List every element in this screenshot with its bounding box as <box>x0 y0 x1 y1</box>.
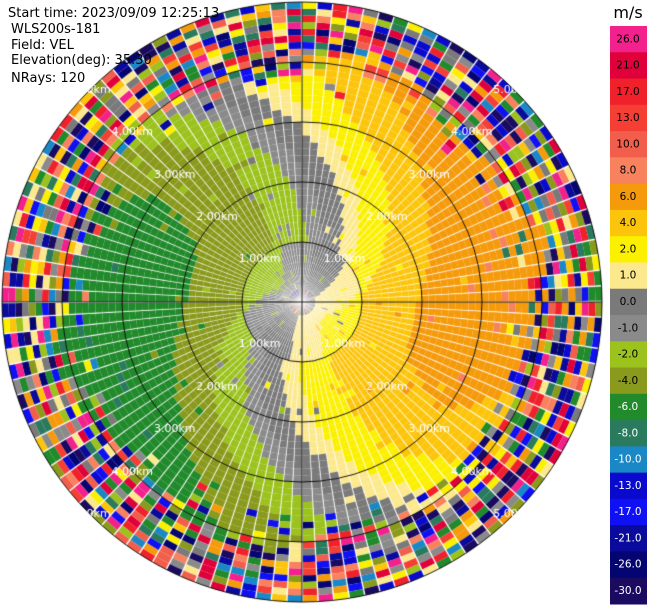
colorbar-tick-label: -1.0 <box>618 322 639 334</box>
colorbar-tick-label: 6.0 <box>620 191 637 203</box>
colorbar-swatch <box>610 78 647 106</box>
colorbar-swatch <box>610 472 647 500</box>
colorbar-swatch <box>610 104 647 132</box>
colorbar-tick-label: -17.0 <box>614 506 641 518</box>
colorbar-tick-label: -13.0 <box>614 480 641 492</box>
colorbar-tick-label: 17.0 <box>616 86 639 98</box>
colorbar-tick-label: 13.0 <box>616 112 639 124</box>
colorbar-tick-label: 0.0 <box>620 296 637 308</box>
colorbar-swatch <box>610 341 647 369</box>
colorbar-swatch <box>610 131 647 158</box>
elevation-label: Elevation(deg): 35.30 <box>11 53 152 68</box>
colorbar-tick-label: -8.0 <box>618 427 639 439</box>
colorbar-tick-label: 26.0 <box>616 33 639 45</box>
colorbar-swatch <box>610 551 647 579</box>
colorbar-swatch <box>610 262 647 290</box>
colorbar-tick-label: 2.0 <box>620 243 637 255</box>
colorbar-swatch <box>610 420 647 447</box>
colorbar-swatch <box>610 183 647 211</box>
colorbar-swatch <box>610 498 647 526</box>
colorbar-swatch <box>610 236 647 263</box>
colorbar-swatch <box>610 157 647 185</box>
colorbar-swatch <box>610 525 647 552</box>
colorbar-tick-label: -6.0 <box>618 401 639 413</box>
colorbar-tick-label: 1.0 <box>620 270 637 282</box>
nrays-label: NRays: 120 <box>11 71 86 86</box>
colorbar-tick-label: -4.0 <box>618 375 639 387</box>
colorbar-tick-label: -21.0 <box>614 532 641 544</box>
colorbar-swatch <box>610 26 647 53</box>
colorbar-tick-label: -30.0 <box>614 585 641 597</box>
field-label: Field: VEL <box>11 38 74 53</box>
colorbar-unit: m/s <box>613 3 642 22</box>
colorbar-swatch <box>610 315 647 342</box>
colorbar: m/s 26.0 21.0 17.0 13.0 10.0 8.0 6.0 4.0 2.0 1.0 0.… <box>610 3 647 605</box>
colorbar-swatch <box>610 288 647 316</box>
colorbar-swatch <box>610 577 647 605</box>
colorbar-tick-label: 10.0 <box>616 138 639 150</box>
colorbar-tick-label: 8.0 <box>620 165 637 177</box>
colorbar-swatch <box>610 52 647 80</box>
colorbar-swatch <box>610 209 647 237</box>
instrument-label: WLS200s-181 <box>11 22 101 37</box>
colorbar-swatch <box>610 446 647 474</box>
colorbar-swatch <box>610 367 647 395</box>
colorbar-tick-label: 21.0 <box>616 60 639 72</box>
colorbar-tick-label: 4.0 <box>620 217 637 229</box>
ppi-plot <box>0 0 606 607</box>
start-time-label: Start time: 2023/09/09 12:25:13 <box>8 6 220 21</box>
colorbar-tick-label: -2.0 <box>618 349 639 361</box>
colorbar-tick-label: -26.0 <box>614 559 641 571</box>
colorbar-tick-label: -10.0 <box>614 454 641 466</box>
colorbar-swatch <box>610 393 647 421</box>
